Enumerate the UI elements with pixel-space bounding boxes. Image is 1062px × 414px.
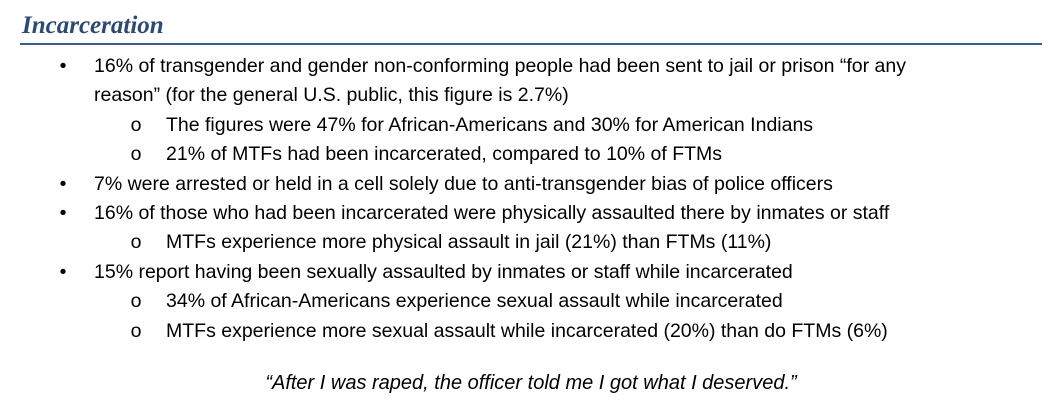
bullet-text: 16% of transgender and gender non-confor… (94, 55, 906, 77)
bullet-text: 15% report having been sexually assaulte… (94, 260, 793, 283)
bullet-item: • 16% of those who had been incarcerated … (0, 199, 1062, 228)
sub-bullet-marker: o (130, 290, 142, 313)
sub-bullet-item: o MTFs experience more sexual assault whi… (0, 317, 1062, 346)
bullet-text: The figures were 47% for African-America… (166, 113, 814, 136)
bullet-item: • 16% of transgender and gender non-confo… (0, 52, 1062, 111)
sub-bullet-item: o The figures were 47% for African-Americ… (0, 111, 1062, 140)
sub-bullet-marker: o (130, 319, 142, 342)
sub-bullet-item: o 21% of MTFs had been incarcerated, comp… (0, 140, 1062, 169)
bullet-marker: • (59, 55, 67, 77)
bullet-marker: • (59, 172, 67, 195)
bullet-marker: • (59, 202, 67, 225)
bullet-text: MTFs experience more sexual assault whil… (166, 319, 888, 342)
bullet-text: MTFs experience more physical assault in… (166, 231, 772, 254)
sub-bullet-item: o 34% of African-Americans experience sex… (0, 287, 1062, 316)
bullet-text: 7% were arrested or held in a cell solel… (94, 172, 833, 195)
pull-quote: “After I was raped, the officer told me … (265, 372, 797, 394)
section-heading: Incarceration (22, 12, 164, 39)
bullet-text: 16% of those who had been incarcerated w… (94, 202, 890, 225)
sub-bullet-marker: o (130, 113, 142, 136)
bullet-text: reason” (for the general U.S. public, th… (94, 84, 569, 107)
heading-underline (20, 43, 1042, 45)
bullet-marker: • (59, 260, 67, 283)
bullet-text: 21% of MTFs had been incarcerated, compa… (166, 143, 723, 166)
bullet-text: 34% of African-Americans experience sexu… (166, 290, 783, 313)
bullet-list: • 16% of transgender and gender non-confo… (0, 52, 1062, 346)
sub-bullet-marker: o (130, 143, 142, 166)
bullet-item: • 7% were arrested or held in a cell sole… (0, 170, 1062, 199)
bullet-item: • 15% report having been sexually assault… (0, 258, 1062, 287)
sub-bullet-marker: o (130, 231, 142, 254)
sub-bullet-item: o MTFs experience more physical assault i… (0, 228, 1062, 257)
